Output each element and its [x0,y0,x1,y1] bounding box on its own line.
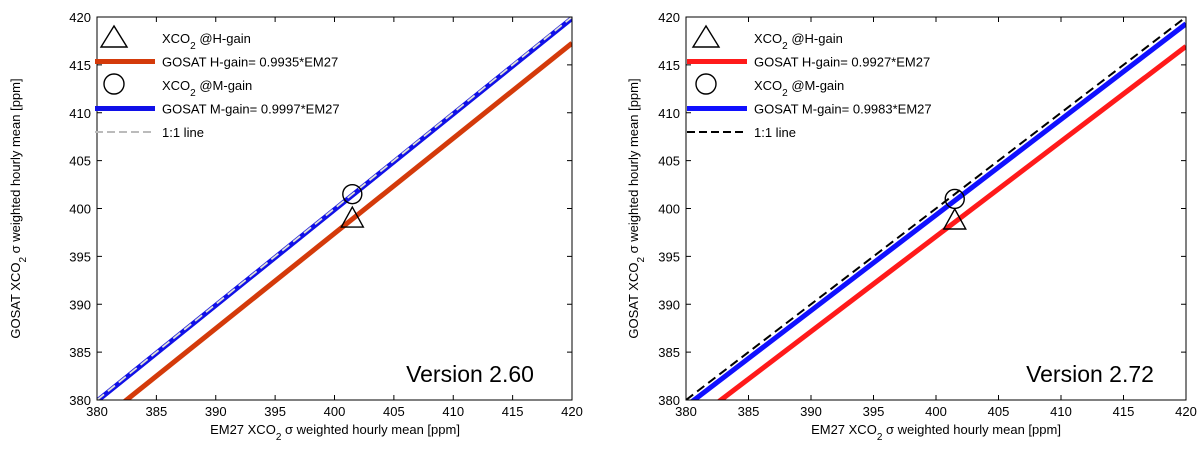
version-annotation: Version 2.72 [1026,361,1154,387]
one-to-one-line [686,17,1186,400]
m-gain-point-circle [944,188,965,210]
legend-triangle-icon [99,24,129,48]
x-tick-label: 385 [738,404,760,419]
h-gain-point-triangle [942,207,967,230]
x-tick-label: 400 [324,404,346,419]
legend-label: XCO2 @H-gain [754,31,843,52]
x-axis-label: EM27 XCO2 σ weighted hourly mean [ppm] [210,422,460,443]
y-axis-label: GOSAT XCO2 σ weighted hourly mean [ppm] [626,78,647,338]
y-axis-label: GOSAT XCO2 σ weighted hourly mean [ppm] [8,78,29,338]
legend-label: 1:1 line [162,125,204,140]
y-tick-label: 400 [658,202,680,217]
x-tick-label: 380 [675,404,697,419]
y-tick-label: 410 [69,106,91,121]
one-to-one-line-core [97,17,572,400]
legend-label: GOSAT H-gain= 0.9935*EM27 [162,55,338,70]
y-tick-label: 410 [658,106,680,121]
legend-circle-icon [103,73,125,95]
x-axis-label: EM27 XCO2 σ weighted hourly mean [ppm] [811,422,1061,443]
y-tick-label: 380 [69,393,91,408]
series-lines [686,17,1186,400]
x-tick-label: 390 [205,404,227,419]
y-tick-label: 415 [69,58,91,73]
x-tick-label: 405 [988,404,1010,419]
legend: XCO2 @H-gain GOSAT H-gain= 0.9927*EM27 XCO… [687,24,932,140]
h-gain-fit-line [716,44,1186,400]
legend-circle-icon [695,73,717,95]
legend-label: GOSAT H-gain= 0.9927*EM27 [754,55,930,70]
chart-panel-version-2-60: 380 385 390 395 400 405 410 415 420 380 385 390 395 4… [8,10,583,443]
legend: XCO2 @H-gain GOSAT H-gain= 0.9935*EM27 XCO… [95,24,340,140]
x-tick-label: 385 [146,404,168,419]
m-gain-point-circle [342,183,363,205]
chart-panel-version-2-72: 380 385 390 395 400 405 410 415 420 380 385 390 395 4… [626,10,1197,443]
x-tick-label: 380 [86,404,108,419]
y-tick-label: 385 [658,345,680,360]
y-tick-label: 420 [658,10,680,25]
x-tick-label: 395 [264,404,286,419]
x-tick-label: 415 [1113,404,1135,419]
x-tick-label: 395 [863,404,885,419]
y-tick-label: 400 [69,202,91,217]
m-gain-fit-line [690,21,1186,400]
h-gain-point-triangle [340,205,365,228]
y-tick-label: 415 [658,58,680,73]
legend-label: XCO2 @M-gain [162,78,252,99]
y-tick-label: 405 [69,154,91,169]
legend-triangle-icon [691,24,721,48]
y-tick-label: 395 [69,249,91,264]
x-tick-label: 420 [561,404,583,419]
version-annotation: Version 2.60 [406,361,534,387]
y-tick-label: 420 [69,10,91,25]
x-tick-label: 410 [1050,404,1072,419]
legend-label: XCO2 @H-gain [162,31,251,52]
y-tick-label: 385 [69,345,91,360]
y-tick-label: 390 [658,297,680,312]
x-tick-label: 405 [383,404,405,419]
h-gain-fit-line [122,41,572,400]
legend-label: GOSAT M-gain= 0.9997*EM27 [162,102,340,117]
legend-label: 1:1 line [754,125,796,140]
y-tick-label: 405 [658,154,680,169]
x-tick-label: 415 [502,404,524,419]
series-lines [97,17,572,400]
x-tick-label: 420 [1175,404,1197,419]
x-tick-label: 390 [800,404,822,419]
legend-label: GOSAT M-gain= 0.9983*EM27 [754,102,932,117]
y-tick-label: 395 [658,249,680,264]
y-tick-label: 390 [69,297,91,312]
x-tick-label: 400 [925,404,947,419]
legend-label: XCO2 @M-gain [754,78,844,99]
x-tick-label: 410 [442,404,464,419]
y-tick-label: 380 [658,393,680,408]
